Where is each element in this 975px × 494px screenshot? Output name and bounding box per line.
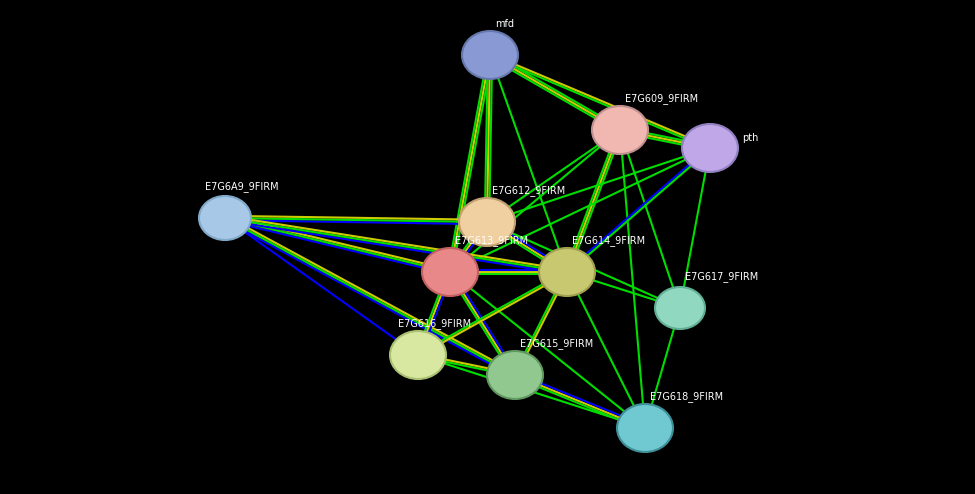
Ellipse shape [655,287,705,329]
Text: E7G613_9FIRM: E7G613_9FIRM [455,235,528,246]
Text: mfd: mfd [495,19,514,29]
Ellipse shape [487,351,543,399]
Text: E7G617_9FIRM: E7G617_9FIRM [685,271,759,282]
Ellipse shape [199,196,251,240]
Ellipse shape [390,331,446,379]
Ellipse shape [459,198,515,246]
Text: E7G616_9FIRM: E7G616_9FIRM [398,318,471,329]
Ellipse shape [422,248,478,296]
Ellipse shape [462,31,518,79]
Ellipse shape [682,124,738,172]
Ellipse shape [592,106,648,154]
Text: E7G6A9_9FIRM: E7G6A9_9FIRM [205,181,279,192]
Ellipse shape [539,248,595,296]
Text: pth: pth [742,133,759,143]
Text: E7G612_9FIRM: E7G612_9FIRM [492,185,566,196]
Text: E7G614_9FIRM: E7G614_9FIRM [572,235,645,246]
Text: E7G615_9FIRM: E7G615_9FIRM [520,338,593,349]
Ellipse shape [617,404,673,452]
Text: E7G609_9FIRM: E7G609_9FIRM [625,93,698,104]
Text: E7G618_9FIRM: E7G618_9FIRM [650,391,723,402]
